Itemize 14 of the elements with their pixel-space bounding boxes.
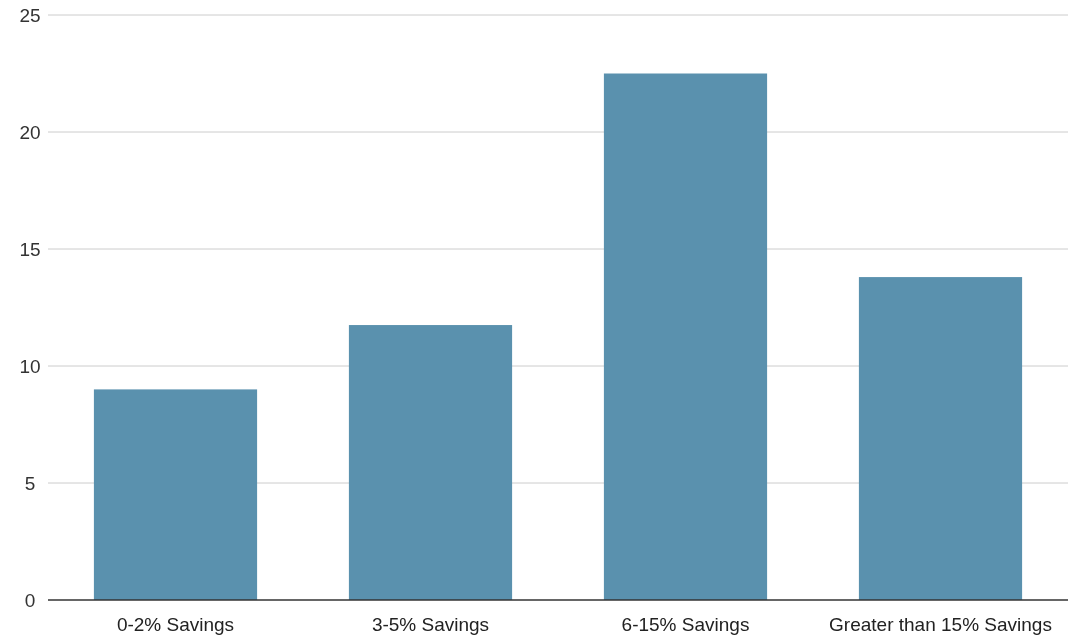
y-tick-label: 25 — [19, 4, 41, 26]
x-tick-label: 6-15% Savings — [621, 614, 750, 635]
x-tick-label: Greater than 15% Savings — [829, 614, 1052, 635]
bar — [858, 277, 1023, 600]
bar — [603, 73, 768, 600]
y-tick-label: 20 — [19, 121, 41, 143]
bar — [348, 325, 513, 600]
y-tick-label: 0 — [24, 589, 36, 611]
bar — [93, 389, 258, 600]
y-tick-label: 10 — [19, 355, 41, 377]
y-tick-label: 15 — [19, 238, 41, 260]
y-tick-label: 5 — [24, 472, 36, 494]
x-tick-label: 0-2% Savings — [116, 614, 235, 635]
x-tick-label: 3-5% Savings — [371, 614, 490, 635]
